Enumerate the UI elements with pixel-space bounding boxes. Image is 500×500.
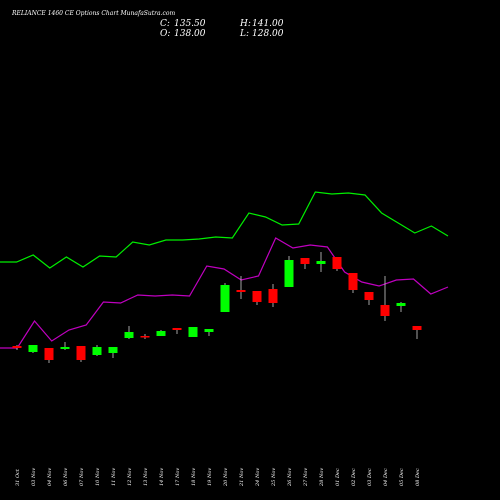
candle bbox=[76, 346, 86, 362]
candle-body bbox=[300, 258, 310, 264]
x-tick-label: 10 Nov bbox=[95, 468, 101, 486]
x-tick-label: 31 Oct bbox=[15, 468, 21, 486]
candle bbox=[12, 345, 22, 350]
upper-indicator-line bbox=[0, 191, 449, 269]
x-axis-labels: 31 Oct 03 Nov 04 Nov 06 Nov 07 Nov 10 Nov 11 N… bbox=[15, 468, 421, 487]
chart-title: RELIANCE 1460 CE Options Chart MunafaSut… bbox=[12, 10, 176, 17]
candle bbox=[316, 252, 326, 272]
candle bbox=[204, 329, 214, 336]
candles bbox=[12, 252, 422, 363]
candle bbox=[108, 347, 118, 358]
high-value: 141.00 bbox=[252, 19, 284, 29]
low-value: 128.00 bbox=[252, 29, 284, 39]
candle bbox=[124, 326, 134, 339]
candle bbox=[380, 276, 390, 321]
candle-body bbox=[92, 347, 102, 355]
x-tick-label: 04 Dec bbox=[383, 468, 389, 486]
x-tick-label: 21 Nov bbox=[239, 468, 245, 487]
candle-body bbox=[364, 292, 374, 300]
low-label: L: bbox=[240, 29, 250, 39]
x-tick-label: 11 Nov bbox=[111, 468, 117, 486]
candle bbox=[284, 256, 294, 287]
x-tick-label: 28 Nov bbox=[319, 468, 325, 487]
candle-body bbox=[12, 346, 22, 348]
candle bbox=[156, 330, 166, 336]
x-tick-label: 20 Nov bbox=[223, 468, 229, 487]
candle-body bbox=[60, 347, 70, 349]
candle-body bbox=[44, 348, 54, 360]
candle-body bbox=[204, 329, 214, 332]
candle-body bbox=[220, 285, 230, 312]
candle-body bbox=[380, 305, 390, 316]
candle-body bbox=[156, 331, 166, 336]
x-tick-label: 08 Dec bbox=[415, 468, 421, 486]
candle bbox=[44, 348, 54, 363]
candle-body bbox=[412, 326, 422, 330]
high-label: H: bbox=[240, 19, 251, 29]
x-tick-label: 26 Nov bbox=[287, 468, 293, 487]
x-tick-label: 12 Nov bbox=[127, 468, 133, 486]
x-tick-label: 18 Nov bbox=[191, 468, 197, 486]
candle-body bbox=[332, 257, 342, 269]
candle bbox=[60, 342, 70, 350]
candle bbox=[396, 302, 406, 312]
candle bbox=[364, 292, 374, 305]
candle-body bbox=[268, 289, 278, 303]
x-tick-label: 17 Nov bbox=[175, 468, 181, 486]
indicator-lines bbox=[0, 191, 449, 349]
x-tick-label: 24 Nov bbox=[255, 468, 261, 487]
candle-body bbox=[140, 336, 150, 338]
x-tick-label: 01 Dec bbox=[335, 468, 341, 486]
candle-body bbox=[76, 346, 86, 360]
candle-body bbox=[108, 347, 118, 353]
candle bbox=[236, 276, 246, 299]
candle-body bbox=[348, 273, 358, 290]
candle bbox=[412, 326, 422, 339]
candle bbox=[220, 283, 230, 312]
x-tick-label: 27 Nov bbox=[303, 468, 309, 487]
x-tick-label: 13 Nov bbox=[143, 468, 149, 486]
candle-body bbox=[188, 327, 198, 337]
candle-body bbox=[316, 261, 326, 264]
open-value: 138.00 bbox=[174, 29, 206, 39]
x-tick-label: 03 Nov bbox=[31, 468, 37, 486]
candle bbox=[92, 345, 102, 356]
candle-body bbox=[284, 260, 294, 287]
x-tick-label: 03 Dec bbox=[367, 468, 373, 486]
candle bbox=[28, 345, 38, 353]
x-tick-label: 07 Nov bbox=[79, 468, 85, 486]
candle-body bbox=[28, 345, 38, 352]
candle bbox=[300, 258, 310, 269]
x-tick-label: 05 Dec bbox=[399, 468, 405, 486]
candle bbox=[140, 334, 150, 339]
x-tick-label: 06 Nov bbox=[63, 468, 69, 486]
candle bbox=[348, 273, 358, 293]
candle bbox=[268, 284, 278, 307]
candle-body bbox=[172, 328, 182, 330]
candle-body bbox=[396, 303, 406, 306]
candle bbox=[172, 328, 182, 334]
x-tick-label: 04 Nov bbox=[47, 468, 53, 486]
candle-body bbox=[236, 290, 246, 292]
candle-body bbox=[252, 291, 262, 302]
candle bbox=[188, 327, 198, 337]
x-tick-label: 02 Dec bbox=[351, 468, 357, 486]
lower-indicator-line bbox=[0, 237, 449, 349]
x-tick-label: 14 Nov bbox=[159, 468, 165, 486]
x-tick-label: 25 Nov bbox=[271, 468, 277, 487]
candle-body bbox=[124, 332, 134, 338]
close-value: 135.50 bbox=[174, 19, 206, 29]
candle bbox=[332, 257, 342, 271]
open-label: O: bbox=[160, 29, 171, 39]
close-label: C: bbox=[160, 19, 170, 29]
x-tick-label: 19 Nov bbox=[207, 468, 213, 486]
candle bbox=[252, 291, 262, 305]
